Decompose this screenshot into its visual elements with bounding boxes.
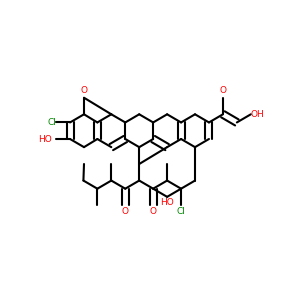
Text: O: O: [122, 207, 129, 216]
Text: OH: OH: [251, 110, 265, 119]
Text: Cl: Cl: [48, 118, 56, 127]
Text: Cl: Cl: [177, 207, 185, 216]
Text: HO: HO: [38, 134, 52, 143]
Text: HO: HO: [160, 198, 174, 207]
Text: O: O: [150, 207, 157, 216]
Text: O: O: [219, 86, 226, 95]
Text: O: O: [80, 86, 88, 95]
